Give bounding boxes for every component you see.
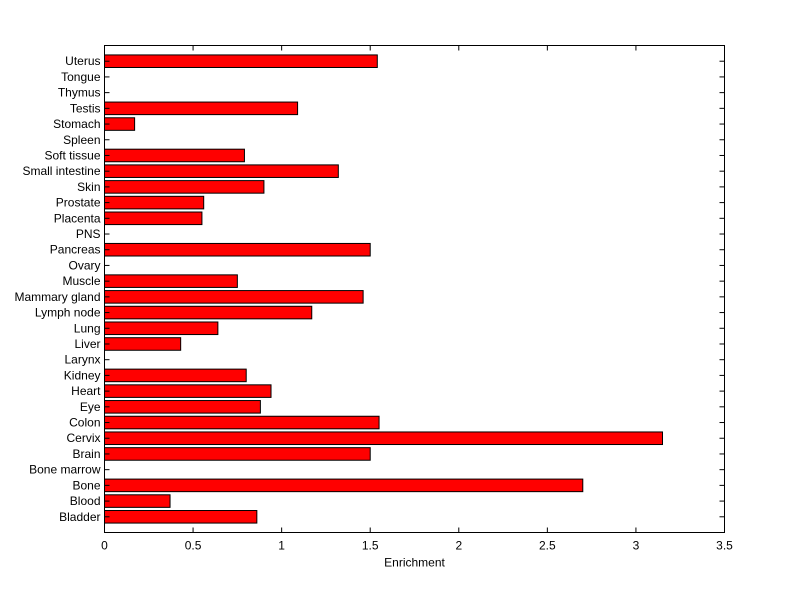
x-tick-label: 3.5 bbox=[716, 539, 733, 553]
y-tick-label: Placenta bbox=[54, 211, 101, 225]
y-tick-label: Cervix bbox=[66, 431, 100, 445]
y-tick-label: Bone bbox=[72, 478, 100, 492]
y-tick-label: Skin bbox=[77, 180, 100, 194]
y-tick-label: Brain bbox=[72, 447, 100, 461]
y-tick-label: Stomach bbox=[53, 117, 100, 131]
bar-small-intestine bbox=[104, 164, 339, 178]
bar-bladder bbox=[104, 510, 258, 524]
bar-testis bbox=[104, 101, 299, 116]
bar-heart bbox=[104, 384, 272, 398]
y-tick-label: Thymus bbox=[58, 86, 101, 100]
bar-skin bbox=[104, 180, 265, 194]
bar-prostate bbox=[104, 195, 205, 210]
bar-muscle bbox=[104, 274, 238, 288]
bar-liver bbox=[104, 337, 182, 351]
y-tick-label: Bone marrow bbox=[29, 463, 101, 477]
y-tick-label: Eye bbox=[80, 400, 101, 414]
plot-frame bbox=[104, 45, 725, 533]
bar-group bbox=[104, 54, 663, 524]
bar-brain bbox=[104, 447, 371, 461]
y-tick-label: Ovary bbox=[68, 258, 100, 272]
bar-lung bbox=[104, 321, 219, 336]
y-tick-label: Larynx bbox=[64, 353, 100, 367]
y-tick-label: PNS bbox=[76, 227, 101, 241]
y-tick-label: Uterus bbox=[65, 54, 100, 68]
y-tick-label: Colon bbox=[69, 416, 100, 430]
bar-uterus bbox=[104, 54, 378, 68]
x-axis: 0 0.5 1 1.5 2 2.5 3 3.5 bbox=[101, 45, 733, 553]
y-tick-label: Tongue bbox=[61, 70, 101, 84]
x-tick-label: 0 bbox=[101, 539, 108, 553]
bar-bone bbox=[104, 478, 584, 493]
y-tick-label: Pancreas bbox=[50, 243, 101, 257]
y-tick-label: Heart bbox=[71, 384, 101, 398]
x-tick-label: 3 bbox=[633, 539, 640, 553]
bar-colon bbox=[104, 415, 380, 430]
y-tick-label: Testis bbox=[70, 101, 101, 115]
bar-blood bbox=[104, 494, 171, 508]
x-axis-label: Enrichment bbox=[384, 556, 445, 570]
x-tick-label: 2.5 bbox=[539, 539, 556, 553]
bar-placenta bbox=[104, 211, 203, 226]
y-tick-label: Lung bbox=[74, 321, 101, 335]
y-tick-label: Bladder bbox=[59, 510, 100, 524]
bar-pancreas bbox=[104, 242, 371, 257]
x-tick-label: 2 bbox=[455, 539, 462, 553]
bar-soft-tissue bbox=[104, 148, 245, 163]
y-tick-label: Spleen bbox=[63, 133, 100, 147]
bar-mammary-gland bbox=[104, 290, 364, 304]
bar-kidney bbox=[104, 368, 247, 383]
y-tick-label: Soft tissue bbox=[44, 148, 100, 162]
y-tick-label: Small intestine bbox=[22, 164, 100, 178]
y-tick-label: Prostate bbox=[56, 196, 101, 210]
y-tick-label: Muscle bbox=[62, 274, 100, 288]
x-tick-label: 1.5 bbox=[362, 539, 379, 553]
y-tick-label: Lymph node bbox=[35, 306, 101, 320]
y-tick-label: Mammary gland bbox=[14, 290, 100, 304]
bar-cervix bbox=[104, 431, 663, 446]
bar-eye bbox=[104, 400, 261, 414]
y-tick-label: Blood bbox=[70, 494, 101, 508]
bar-lymph-node bbox=[104, 305, 313, 320]
x-tick-label: 0.5 bbox=[185, 539, 202, 553]
x-tick-label: 1 bbox=[278, 539, 285, 553]
y-tick-label: Kidney bbox=[64, 368, 101, 382]
y-tick-label: Liver bbox=[74, 337, 100, 351]
